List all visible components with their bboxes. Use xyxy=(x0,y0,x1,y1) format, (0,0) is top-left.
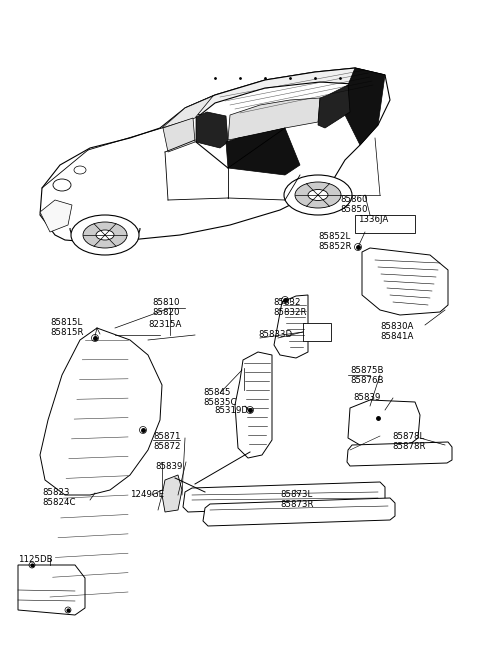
Ellipse shape xyxy=(295,182,341,208)
Polygon shape xyxy=(274,295,308,358)
Polygon shape xyxy=(163,118,195,152)
Ellipse shape xyxy=(71,215,139,255)
Text: 85830A
85841A: 85830A 85841A xyxy=(380,322,413,341)
Ellipse shape xyxy=(83,222,127,248)
Text: 85823
85824C: 85823 85824C xyxy=(42,488,75,508)
Text: 85839: 85839 xyxy=(353,393,380,402)
Text: 85878L
85878R: 85878L 85878R xyxy=(392,432,425,451)
Ellipse shape xyxy=(308,189,328,200)
Text: 85319D: 85319D xyxy=(214,406,248,415)
Polygon shape xyxy=(347,442,452,466)
Polygon shape xyxy=(196,112,228,148)
Polygon shape xyxy=(203,498,395,526)
Bar xyxy=(303,323,331,341)
Text: 85833D: 85833D xyxy=(258,330,292,339)
Text: 85845
85835C: 85845 85835C xyxy=(203,388,237,407)
Text: 1249GE: 1249GE xyxy=(130,490,164,499)
Polygon shape xyxy=(226,128,300,175)
Polygon shape xyxy=(235,352,272,458)
Text: 85839: 85839 xyxy=(155,462,182,471)
Text: 85871
85872: 85871 85872 xyxy=(153,432,180,451)
Ellipse shape xyxy=(284,175,352,215)
Text: 85815L
85815R: 85815L 85815R xyxy=(50,318,84,337)
Polygon shape xyxy=(183,482,385,512)
Ellipse shape xyxy=(53,179,71,191)
Polygon shape xyxy=(348,400,420,448)
Polygon shape xyxy=(40,328,162,495)
Polygon shape xyxy=(162,96,213,128)
Text: 1125DB: 1125DB xyxy=(18,555,53,564)
Polygon shape xyxy=(362,248,448,315)
Polygon shape xyxy=(185,68,385,115)
Polygon shape xyxy=(18,565,85,615)
Polygon shape xyxy=(228,98,320,140)
Text: 1336JA: 1336JA xyxy=(358,215,388,224)
Text: 85832
85832R: 85832 85832R xyxy=(273,298,307,318)
Ellipse shape xyxy=(96,230,114,240)
Bar xyxy=(355,215,415,233)
Polygon shape xyxy=(318,85,350,128)
Text: 85875B
85876B: 85875B 85876B xyxy=(350,366,384,385)
Text: 85860
85850: 85860 85850 xyxy=(340,195,368,214)
Text: 85810
85820: 85810 85820 xyxy=(152,298,180,318)
Polygon shape xyxy=(40,200,72,232)
Text: 82315A: 82315A xyxy=(148,320,181,329)
Polygon shape xyxy=(40,68,390,242)
Polygon shape xyxy=(345,68,385,145)
Text: 85852L
85852R: 85852L 85852R xyxy=(318,232,351,252)
Text: 85873L
85873R: 85873L 85873R xyxy=(280,490,313,510)
Polygon shape xyxy=(162,475,182,512)
Ellipse shape xyxy=(74,166,86,174)
